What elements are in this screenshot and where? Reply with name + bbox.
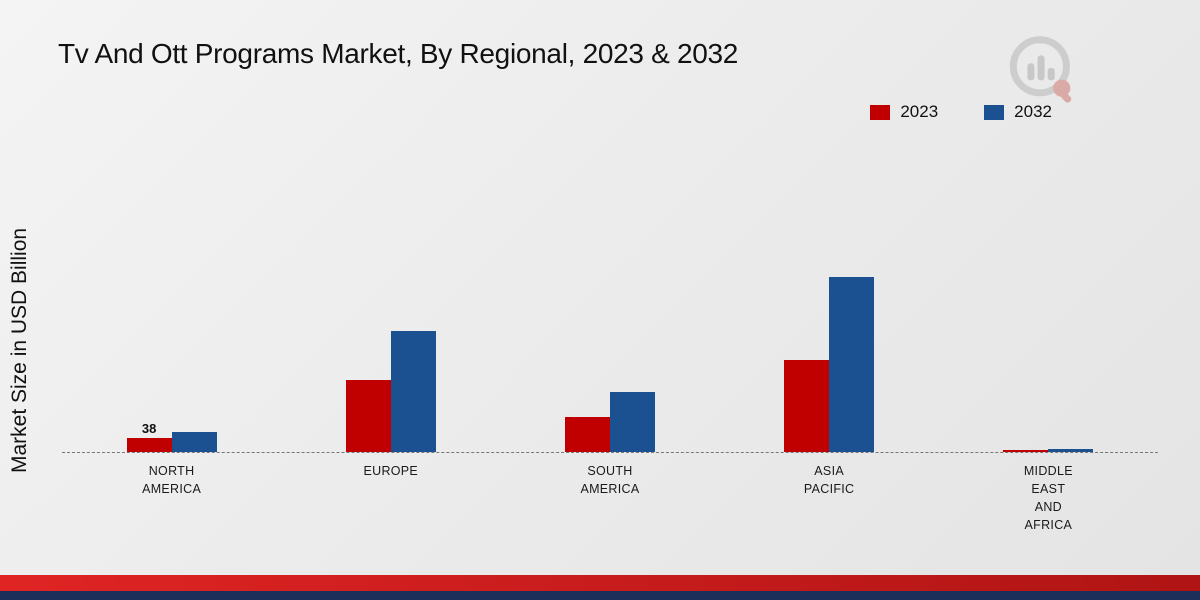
legend-swatch-2032 (984, 104, 1005, 120)
bar-group-3: ASIA PACIFIC (720, 267, 939, 535)
bars-0: 38 (126, 267, 217, 452)
legend-swatch-2023 (870, 104, 891, 120)
y-axis-label: Market Size in USD Billion (8, 227, 31, 473)
category-label-1: EUROPE (363, 464, 419, 478)
bar-wrap (784, 359, 830, 452)
bar-2032-category-0[interactable] (171, 432, 217, 452)
bar-group-4: MIDDLE EAST AND AFRICA (939, 267, 1158, 535)
bar-wrap (609, 391, 655, 452)
bar-wrap (1003, 450, 1049, 452)
bar-wrap (1048, 449, 1094, 452)
bars-3 (784, 267, 875, 452)
bar-2032-category-1[interactable] (390, 331, 436, 452)
legend-label-2023: 2023 (900, 102, 939, 121)
bar-2023-category-4[interactable] (1003, 450, 1049, 452)
legend-item-2023[interactable]: 2023 (870, 102, 938, 122)
footer-navy-band (0, 591, 1200, 600)
footer-red-band (0, 575, 1200, 591)
legend: 2023 2032 (870, 102, 1052, 122)
bars-1 (345, 267, 436, 452)
category-label-3: ASIA PACIFIC (803, 464, 855, 497)
bar-2023-category-0[interactable] (126, 437, 172, 452)
zero-baseline (62, 452, 1158, 453)
legend-item-2032[interactable]: 2032 (984, 102, 1052, 122)
bar-2023-category-2[interactable] (564, 416, 610, 452)
bar-group-0: 38 NORTH AMERICA (62, 267, 281, 535)
category-label-2: SOUTH AMERICA (580, 464, 640, 497)
bar-2023-category-1[interactable] (345, 379, 391, 452)
bar-2032-category-2[interactable] (609, 391, 655, 452)
bar-2032-category-3[interactable] (829, 277, 875, 452)
bar-group-1: EUROPE (281, 267, 500, 535)
brand-watermark-logo (1009, 36, 1072, 103)
legend-label-2032: 2032 (1014, 102, 1052, 121)
bar-wrap: 38 (126, 420, 172, 452)
bar-2032-category-4[interactable] (1048, 449, 1094, 452)
bar-wrap (345, 379, 391, 452)
plot-area: 38 NORTH AMERICA EUROPE SOUTH AMERICA ASIA PACI… (62, 267, 1158, 535)
bars-4 (1003, 267, 1094, 452)
bar-wrap (829, 277, 875, 452)
bar-2023-category-3[interactable] (784, 359, 830, 452)
data-label-2023-0: 38 (141, 420, 157, 436)
chart-title: Tv And Ott Programs Market, By Regional,… (58, 38, 739, 69)
category-label-4: MIDDLE EAST AND AFRICA (1023, 464, 1073, 533)
bar-wrap (564, 416, 610, 452)
category-label-0: NORTH AMERICA (142, 464, 202, 497)
bar-wrap (390, 331, 436, 452)
bars-2 (564, 267, 655, 452)
bar-wrap (171, 432, 217, 452)
bar-group-2: SOUTH AMERICA (500, 267, 719, 535)
